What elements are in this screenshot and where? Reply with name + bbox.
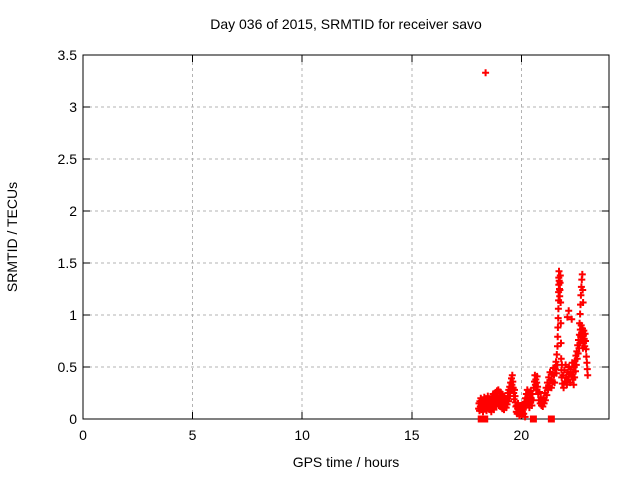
zero-marker bbox=[529, 415, 537, 423]
y-tick-label: 0 bbox=[69, 411, 77, 427]
x-tick-label: 20 bbox=[514, 427, 530, 443]
x-tick-label: 0 bbox=[79, 427, 87, 443]
y-tick-label: 3.5 bbox=[58, 47, 78, 63]
gridlines bbox=[83, 55, 609, 419]
zero-marker bbox=[481, 415, 489, 423]
x-tick-label: 5 bbox=[189, 427, 197, 443]
y-axis-label: SRMTID / TECUs bbox=[4, 182, 20, 292]
y-tick-label: 3 bbox=[69, 99, 77, 115]
zero-marker bbox=[547, 415, 555, 423]
data-points-srmtid bbox=[475, 69, 592, 421]
y-tick-label: 1 bbox=[69, 307, 77, 323]
y-tick-label: 2.5 bbox=[58, 151, 78, 167]
x-tick-label: 15 bbox=[404, 427, 420, 443]
x-tick-label: 10 bbox=[294, 427, 310, 443]
y-tick-label: 0.5 bbox=[58, 359, 78, 375]
plot-border bbox=[82, 54, 610, 420]
x-axis-label: GPS time / hours bbox=[293, 454, 400, 470]
chart-title: Day 036 of 2015, SRMTID for receiver sav… bbox=[210, 16, 482, 32]
axis-ticks bbox=[82, 54, 609, 420]
zero-marker bbox=[477, 415, 485, 423]
y-tick-label: 1.5 bbox=[58, 255, 78, 271]
y-tick-label: 2 bbox=[69, 203, 77, 219]
